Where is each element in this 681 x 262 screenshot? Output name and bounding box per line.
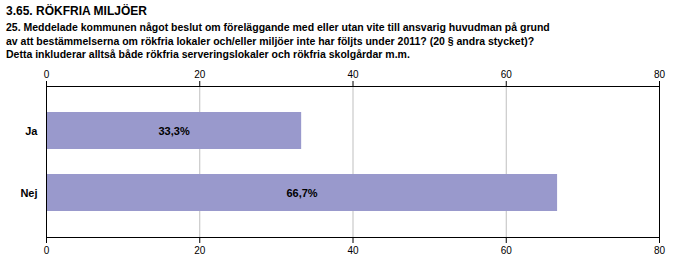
svg-text:0: 0 <box>44 68 50 79</box>
svg-text:33,3%: 33,3% <box>158 124 189 136</box>
svg-text:80: 80 <box>654 68 666 79</box>
svg-text:Ja: Ja <box>25 124 38 136</box>
svg-text:40: 40 <box>347 68 359 79</box>
svg-text:60: 60 <box>501 245 513 256</box>
svg-text:20: 20 <box>194 245 206 256</box>
svg-text:80: 80 <box>654 245 666 256</box>
svg-text:40: 40 <box>347 245 359 256</box>
html-text:3.65. RÖKFRIA MILJÖER: 3.65. RÖKFRIA MILJÖER <box>6 4 147 18</box>
svg-text:60: 60 <box>501 68 513 79</box>
html-text:25. Meddelade kommunen något b: 25. Meddelade kommunen något beslut om f… <box>6 21 550 61</box>
svg-text:66,7%: 66,7% <box>286 186 317 198</box>
svg-text:20: 20 <box>194 68 206 79</box>
svg-text:Nej: Nej <box>20 186 37 198</box>
svg-text:0: 0 <box>44 245 50 256</box>
